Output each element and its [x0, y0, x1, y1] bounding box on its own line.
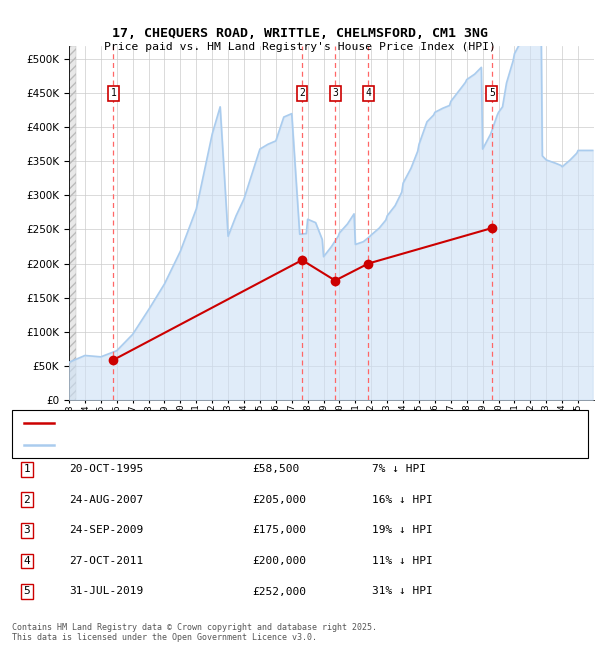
- Text: 2: 2: [23, 495, 31, 505]
- Text: £58,500: £58,500: [252, 464, 299, 474]
- Text: 16% ↓ HPI: 16% ↓ HPI: [372, 495, 433, 505]
- Text: 17, CHEQUERS ROAD, WRITTLE, CHELMSFORD, CM1 3NG (semi-detached house): 17, CHEQUERS ROAD, WRITTLE, CHELMSFORD, …: [60, 419, 431, 428]
- Text: 24-SEP-2009: 24-SEP-2009: [69, 525, 143, 536]
- Text: 5: 5: [23, 586, 31, 597]
- Text: 2: 2: [299, 88, 305, 98]
- Text: £252,000: £252,000: [252, 586, 306, 597]
- Text: £200,000: £200,000: [252, 556, 306, 566]
- Text: 5: 5: [489, 88, 495, 98]
- Text: £175,000: £175,000: [252, 525, 306, 536]
- Text: Price paid vs. HM Land Registry's House Price Index (HPI): Price paid vs. HM Land Registry's House …: [104, 42, 496, 52]
- Text: 31-JUL-2019: 31-JUL-2019: [69, 586, 143, 597]
- Text: HPI: Average price, semi-detached house, Chelmsford: HPI: Average price, semi-detached house,…: [60, 440, 334, 449]
- Text: 19% ↓ HPI: 19% ↓ HPI: [372, 525, 433, 536]
- Text: 11% ↓ HPI: 11% ↓ HPI: [372, 556, 433, 566]
- Text: 20-OCT-1995: 20-OCT-1995: [69, 464, 143, 474]
- Text: 3: 3: [332, 88, 338, 98]
- Text: 27-OCT-2011: 27-OCT-2011: [69, 556, 143, 566]
- Text: 7% ↓ HPI: 7% ↓ HPI: [372, 464, 426, 474]
- Text: 1: 1: [110, 88, 116, 98]
- Text: £205,000: £205,000: [252, 495, 306, 505]
- Text: 4: 4: [23, 556, 31, 566]
- Text: Contains HM Land Registry data © Crown copyright and database right 2025.
This d: Contains HM Land Registry data © Crown c…: [12, 623, 377, 642]
- Text: 3: 3: [23, 525, 31, 536]
- Text: 4: 4: [365, 88, 371, 98]
- Bar: [69, 46, 76, 400]
- Bar: [69, 46, 76, 400]
- Text: 17, CHEQUERS ROAD, WRITTLE, CHELMSFORD, CM1 3NG: 17, CHEQUERS ROAD, WRITTLE, CHELMSFORD, …: [112, 27, 488, 40]
- Text: 24-AUG-2007: 24-AUG-2007: [69, 495, 143, 505]
- Text: 1: 1: [23, 464, 31, 474]
- Text: 31% ↓ HPI: 31% ↓ HPI: [372, 586, 433, 597]
